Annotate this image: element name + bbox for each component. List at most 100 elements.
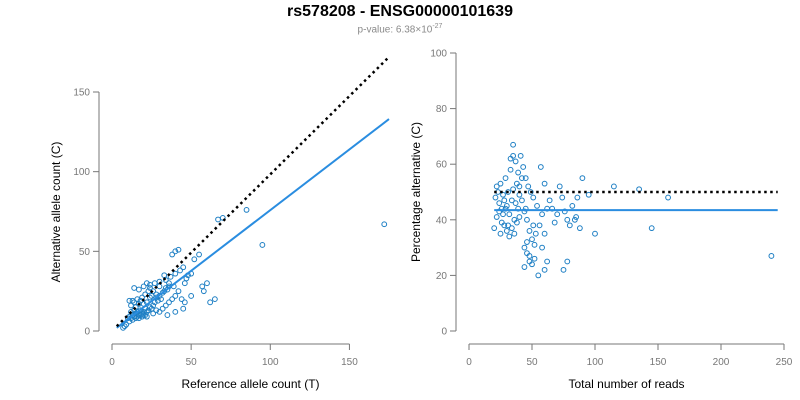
- data-point: [166, 280, 172, 287]
- scatter-plot-allele-counts: 0 50 100 150 0 50 100 150 Reference allele count…: [49, 56, 390, 391]
- data-point: [181, 280, 188, 287]
- data-point: [211, 296, 218, 303]
- data-point: [521, 264, 528, 270]
- data-point: [541, 230, 548, 237]
- y-tick-label: 60: [436, 160, 448, 171]
- x-tick-label: 250: [776, 357, 793, 368]
- data-point: [381, 221, 388, 228]
- data-point: [566, 222, 573, 229]
- data-point: [535, 272, 542, 279]
- data-point: [177, 267, 183, 274]
- data-point: [505, 189, 511, 195]
- data-point: [180, 264, 187, 271]
- data-point: [519, 197, 525, 204]
- data-point: [559, 194, 566, 201]
- data-point: [120, 324, 126, 331]
- y-tick-label: 100: [430, 49, 447, 60]
- data-point: [502, 205, 509, 212]
- data-point: [132, 315, 139, 322]
- data-point: [521, 208, 528, 215]
- data-point: [611, 183, 617, 190]
- data-point: [512, 200, 519, 207]
- data-point: [503, 228, 510, 234]
- data-point: [532, 230, 539, 237]
- x-axis-title: Total number of reads: [568, 377, 684, 391]
- data-point: [507, 166, 514, 173]
- data-point: [506, 233, 513, 240]
- data-point: [529, 261, 535, 268]
- y-tick-label: 0: [441, 327, 447, 338]
- data-point: [541, 180, 548, 187]
- data-point: [516, 214, 523, 220]
- data-point: [526, 253, 533, 259]
- data-point: [196, 251, 202, 258]
- data-point: [525, 183, 532, 190]
- data-point: [592, 230, 598, 237]
- chart-subtitle: p-value: 6.38×10-27: [0, 23, 800, 35]
- data-point: [524, 239, 530, 245]
- data-point: [183, 275, 190, 282]
- data-point: [560, 266, 567, 273]
- data-point: [544, 205, 551, 212]
- data-point: [522, 175, 529, 182]
- data-point: [510, 152, 516, 159]
- data-point: [151, 280, 158, 287]
- data-point: [585, 191, 592, 198]
- data-point: [512, 158, 519, 165]
- data-point: [579, 175, 586, 182]
- data-point: [496, 208, 503, 215]
- data-point: [158, 296, 164, 303]
- y-axis-title: Alternative allele count (C): [49, 142, 63, 283]
- data-point: [503, 203, 510, 209]
- data-point: [142, 312, 149, 318]
- data-point: [123, 321, 130, 328]
- y-tick-label: 100: [73, 167, 90, 178]
- data-point: [175, 246, 182, 253]
- data-point: [546, 197, 553, 204]
- data-point: [136, 286, 142, 293]
- data-point: [153, 307, 160, 314]
- data-point: [768, 253, 775, 259]
- data-point: [506, 211, 513, 218]
- data-point: [564, 216, 571, 223]
- data-point: [143, 313, 150, 320]
- data-point: [502, 175, 509, 182]
- data-point: [172, 270, 179, 277]
- data-point: [496, 200, 503, 207]
- data-point: [576, 225, 583, 232]
- data-point: [167, 273, 174, 280]
- data-point: [534, 203, 540, 209]
- data-point: [569, 203, 576, 209]
- data-point: [147, 285, 153, 291]
- data-point: [207, 299, 214, 306]
- data-point: [172, 293, 179, 299]
- data-point: [243, 207, 250, 213]
- data-point: [161, 288, 168, 295]
- data-point: [554, 211, 561, 218]
- data-point: [524, 216, 530, 223]
- reference-line: [115, 56, 390, 328]
- data-point: [491, 225, 498, 232]
- y-tick-label: 150: [73, 88, 90, 99]
- data-point: [493, 214, 500, 220]
- data-point: [159, 305, 166, 312]
- x-tick-label: 100: [587, 357, 604, 368]
- data-point: [200, 288, 207, 295]
- data-point: [175, 288, 182, 295]
- data-point: [541, 266, 548, 273]
- data-point: [522, 205, 529, 212]
- data-point: [219, 214, 226, 221]
- y-axis-title: Percentage alternative (C): [409, 122, 423, 262]
- data-point: [199, 283, 206, 290]
- data-point: [492, 194, 499, 201]
- scatter-plot-percentage: 0 20 40 60 80 100 0 50 100 150 200 250 Total number …: [409, 49, 793, 392]
- data-point: [510, 141, 516, 148]
- data-point: [648, 225, 655, 232]
- y-tick-label: 50: [79, 247, 91, 258]
- data-point: [140, 283, 147, 290]
- data-point: [166, 299, 172, 306]
- data-point: [556, 183, 563, 190]
- data-point: [515, 169, 522, 176]
- data-point: [530, 222, 537, 229]
